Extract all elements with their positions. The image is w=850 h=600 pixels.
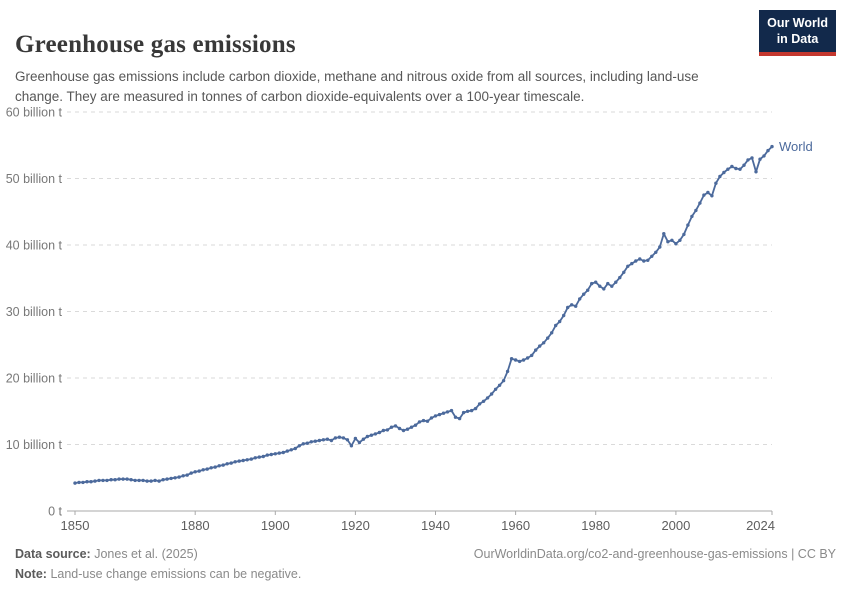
y-axis-tick-label: 20 billion t xyxy=(6,372,63,386)
data-source-value: Jones et al. (2025) xyxy=(94,547,198,561)
x-axis-tick-label: 1960 xyxy=(501,518,530,533)
x-axis-tick-label: 2000 xyxy=(661,518,690,533)
y-axis-tick-label: 50 billion t xyxy=(6,172,63,186)
x-axis-tick-label: 1920 xyxy=(341,518,370,533)
license-link[interactable]: CC BY xyxy=(797,547,836,561)
world-series-line[interactable] xyxy=(74,145,773,484)
data-source-line: Data source: Jones et al. (2025) xyxy=(15,547,198,561)
x-axis-tick-label: 1900 xyxy=(261,518,290,533)
chart-area[interactable]: 0 t 10 billion t 20 billion t 30 billion t 4… xyxy=(0,95,850,545)
note-value: Land-use change emissions can be negativ… xyxy=(50,567,302,581)
y-axis-tick-label: 0 t xyxy=(48,505,62,519)
page-title: Greenhouse gas emissions xyxy=(15,30,296,58)
y-axis-tick-label: 40 billion t xyxy=(6,239,63,253)
owid-url-link[interactable]: OurWorldinData.org/co2-and-greenhouse-ga… xyxy=(473,547,788,561)
note-label: Note: xyxy=(15,567,47,581)
x-axis-tick-label: 1980 xyxy=(581,518,610,533)
y-axis-tick-label: 30 billion t xyxy=(6,305,63,319)
y-axis-tick-label: 10 billion t xyxy=(6,438,63,452)
chart-subtitle: Greenhouse gas emissions include carbon … xyxy=(15,68,699,104)
x-axis-tick-label: 2024 xyxy=(746,518,775,533)
owid-logo-text: Our World in Data xyxy=(759,10,836,53)
chart-svg: 0 t 10 billion t 20 billion t 30 billion t 4… xyxy=(6,106,813,534)
attribution-separator: | xyxy=(791,547,795,561)
attribution-line: OurWorldinData.org/co2-and-greenhouse-ga… xyxy=(474,547,836,561)
world-series-points[interactable] xyxy=(73,144,774,485)
x-axis-tick-label: 1850 xyxy=(61,518,90,533)
owid-logo-red-bar xyxy=(759,52,836,57)
x-axis-tick-label: 1880 xyxy=(181,518,210,533)
series-label-world[interactable]: World xyxy=(779,139,813,154)
note-line: Note: Land-use change emissions can be n… xyxy=(15,567,301,581)
data-source-label: Data source: xyxy=(15,547,91,561)
y-axis-tick-label: 60 billion t xyxy=(6,106,63,120)
owid-logo[interactable]: Our World in Data xyxy=(759,10,836,57)
x-axis-tick-label: 1940 xyxy=(421,518,450,533)
